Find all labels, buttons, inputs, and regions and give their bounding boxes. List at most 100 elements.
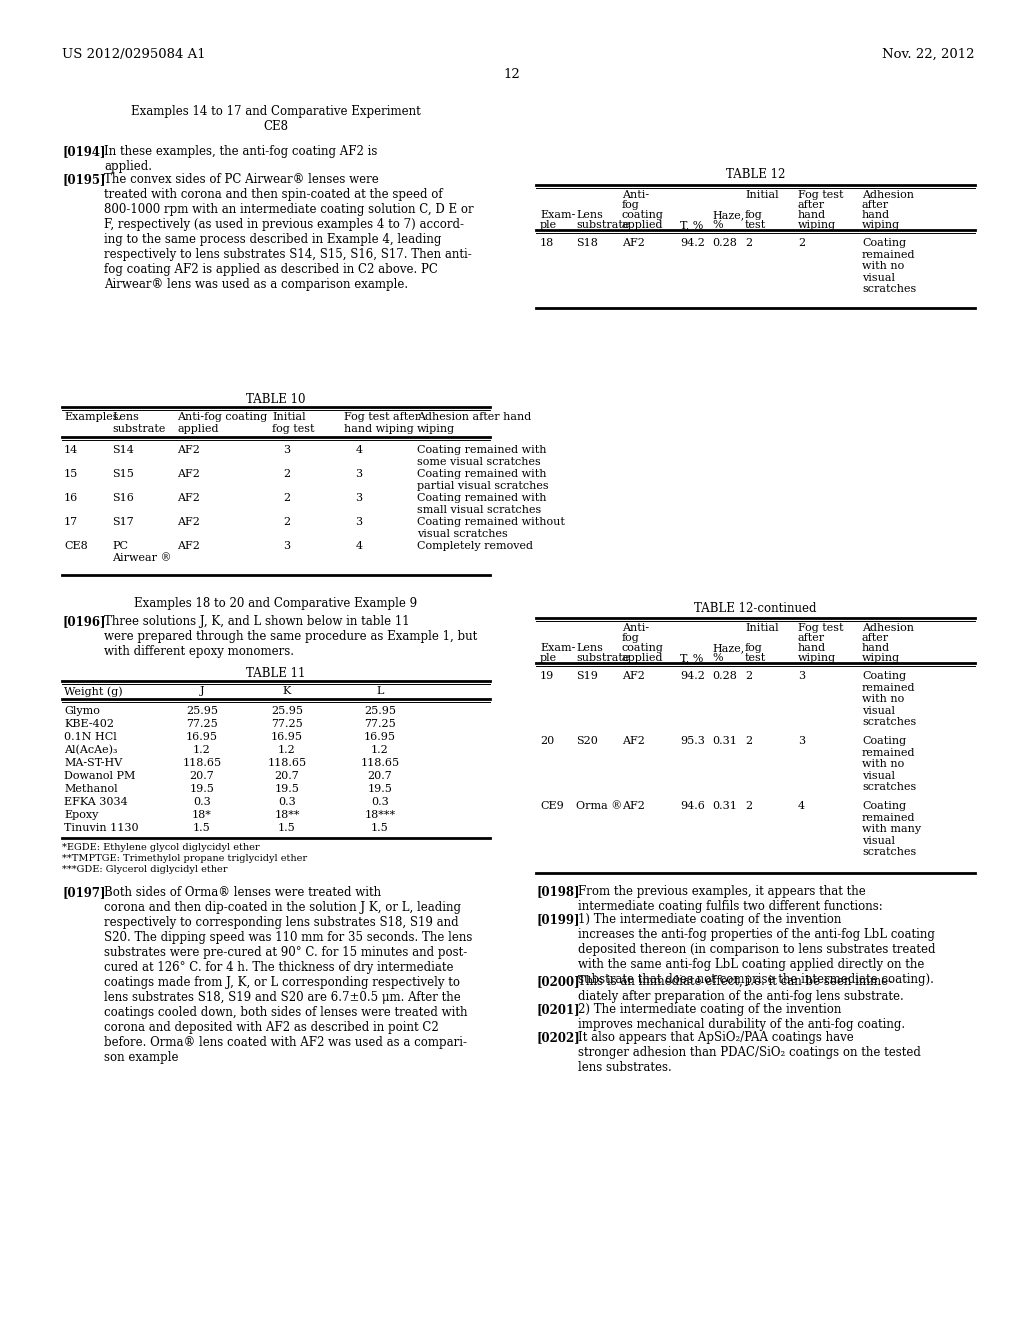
Text: after: after (798, 201, 825, 210)
Text: 0.31: 0.31 (712, 737, 737, 746)
Text: 18: 18 (540, 238, 554, 248)
Text: coating: coating (622, 210, 664, 220)
Text: wiping: wiping (862, 220, 900, 230)
Text: 18**: 18** (274, 810, 300, 820)
Text: 16.95: 16.95 (186, 733, 218, 742)
Text: Glymo: Glymo (63, 706, 100, 715)
Text: [0202]: [0202] (536, 1031, 580, 1044)
Text: Adhesion after hand
wiping: Adhesion after hand wiping (417, 412, 531, 433)
Text: 16.95: 16.95 (364, 733, 396, 742)
Text: KBE-402: KBE-402 (63, 719, 114, 729)
Text: K: K (283, 686, 291, 696)
Text: The convex sides of PC Airwear® lenses were
treated with corona and then spin-co: The convex sides of PC Airwear® lenses w… (104, 173, 474, 290)
Text: 3: 3 (355, 492, 362, 503)
Text: 3: 3 (355, 469, 362, 479)
Text: wiping: wiping (798, 220, 837, 230)
Text: **TMPTGE: Trimethylol propane triglycidyl ether: **TMPTGE: Trimethylol propane triglycidy… (62, 854, 307, 863)
Text: 1.5: 1.5 (371, 822, 389, 833)
Text: Adhesion: Adhesion (862, 623, 914, 634)
Text: 19.5: 19.5 (189, 784, 214, 795)
Text: CE8: CE8 (263, 120, 289, 133)
Text: L: L (376, 686, 384, 696)
Text: 2: 2 (284, 517, 291, 527)
Text: 16: 16 (63, 492, 78, 503)
Text: EFKA 3034: EFKA 3034 (63, 797, 128, 807)
Text: fog: fog (745, 643, 763, 653)
Text: wiping: wiping (798, 653, 837, 663)
Text: US 2012/0295084 A1: US 2012/0295084 A1 (62, 48, 206, 61)
Text: %: % (712, 653, 723, 663)
Text: 4: 4 (355, 541, 362, 550)
Text: Adhesion: Adhesion (862, 190, 914, 201)
Text: 3: 3 (284, 445, 291, 455)
Text: Initial: Initial (745, 190, 778, 201)
Text: AF2: AF2 (622, 238, 645, 248)
Text: Examples: Examples (63, 412, 119, 422)
Text: applied: applied (622, 653, 664, 663)
Text: 2: 2 (745, 801, 752, 810)
Text: S16: S16 (112, 492, 134, 503)
Text: From the previous examples, it appears that the
intermediate coating fulfils two: From the previous examples, it appears t… (578, 884, 883, 913)
Text: It also appears that ApSiO₂/PAA coatings have
stronger adhesion than PDAC/SiO₂ c: It also appears that ApSiO₂/PAA coatings… (578, 1031, 921, 1074)
Text: Coating remained with
small visual scratches: Coating remained with small visual scrat… (417, 492, 547, 515)
Text: Nov. 22, 2012: Nov. 22, 2012 (883, 48, 975, 61)
Text: Completely removed: Completely removed (417, 541, 534, 550)
Text: 1.5: 1.5 (194, 822, 211, 833)
Text: Orma ®: Orma ® (575, 801, 623, 810)
Text: TABLE 12: TABLE 12 (726, 168, 785, 181)
Text: 1.2: 1.2 (279, 744, 296, 755)
Text: hand: hand (798, 643, 826, 653)
Text: Anti-fog coating
applied: Anti-fog coating applied (177, 412, 267, 433)
Text: Weight (g): Weight (g) (63, 686, 123, 697)
Text: TABLE 12-continued: TABLE 12-continued (694, 602, 817, 615)
Text: 20.7: 20.7 (274, 771, 299, 781)
Text: 118.65: 118.65 (267, 758, 306, 768)
Text: Haze,: Haze, (712, 643, 744, 653)
Text: Coating
remained
with many
visual
scratches: Coating remained with many visual scratc… (862, 801, 922, 858)
Text: 1.2: 1.2 (371, 744, 389, 755)
Text: Initial
fog test: Initial fog test (272, 412, 314, 433)
Text: Methanol: Methanol (63, 784, 118, 795)
Text: Fog test after
hand wiping: Fog test after hand wiping (344, 412, 420, 433)
Text: T, %: T, % (680, 220, 703, 230)
Text: 15: 15 (63, 469, 78, 479)
Text: after: after (798, 634, 825, 643)
Text: 3: 3 (284, 541, 291, 550)
Text: ple: ple (540, 653, 557, 663)
Text: 25.95: 25.95 (364, 706, 396, 715)
Text: [0199]: [0199] (536, 913, 580, 927)
Text: 18*: 18* (193, 810, 212, 820)
Text: CE9: CE9 (540, 801, 564, 810)
Text: [0194]: [0194] (62, 145, 105, 158)
Text: %: % (712, 220, 723, 230)
Text: 94.2: 94.2 (680, 238, 705, 248)
Text: 2: 2 (745, 737, 752, 746)
Text: 4: 4 (798, 801, 805, 810)
Text: In these examples, the anti-fog coating AF2 is
applied.: In these examples, the anti-fog coating … (104, 145, 378, 173)
Text: 2: 2 (798, 238, 805, 248)
Text: Exam-: Exam- (540, 643, 575, 653)
Text: *EGDE: Ethylene glycol diglycidyl ether: *EGDE: Ethylene glycol diglycidyl ether (62, 843, 260, 851)
Text: [0196]: [0196] (62, 615, 105, 628)
Text: MA-ST-HV: MA-ST-HV (63, 758, 122, 768)
Text: after: after (862, 634, 889, 643)
Text: Coating remained without
visual scratches: Coating remained without visual scratche… (417, 517, 565, 539)
Text: hand: hand (798, 210, 826, 220)
Text: Tinuvin 1130: Tinuvin 1130 (63, 822, 138, 833)
Text: AF2: AF2 (177, 445, 200, 455)
Text: T, %: T, % (680, 653, 703, 663)
Text: 3: 3 (798, 737, 805, 746)
Text: Exam-: Exam- (540, 210, 575, 220)
Text: 0.3: 0.3 (194, 797, 211, 807)
Text: Coating
remained
with no
visual
scratches: Coating remained with no visual scratche… (862, 737, 916, 792)
Text: 14: 14 (63, 445, 78, 455)
Text: Coating
remained
with no
visual
scratches: Coating remained with no visual scratche… (862, 671, 916, 727)
Text: 0.31: 0.31 (712, 801, 737, 810)
Text: 94.2: 94.2 (680, 671, 705, 681)
Text: substrate: substrate (575, 653, 630, 663)
Text: 4: 4 (355, 445, 362, 455)
Text: 1.5: 1.5 (279, 822, 296, 833)
Text: ***GDE: Glycerol diglycidyl ether: ***GDE: Glycerol diglycidyl ether (62, 865, 227, 874)
Text: S15: S15 (112, 469, 134, 479)
Text: hand: hand (862, 643, 890, 653)
